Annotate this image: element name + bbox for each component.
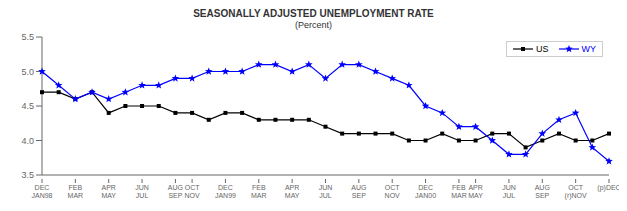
svg-text:3.5: 3.5 (21, 170, 34, 180)
svg-text:APRMAY: APRMAY (468, 184, 483, 199)
svg-text:OCT(r)NOV: OCT(r)NOV (565, 184, 587, 200)
svg-text:FEBMAR: FEBMAR (68, 184, 84, 199)
svg-text:AUGSEP: AUGSEP (351, 184, 366, 199)
svg-text:5.0: 5.0 (21, 67, 34, 77)
svg-text:DECJAN00: DECJAN00 (415, 184, 436, 199)
svg-text:APRMAY: APRMAY (101, 184, 116, 199)
svg-text:FEBMAR: FEBMAR (451, 184, 467, 199)
svg-text:APRMAY: APRMAY (285, 184, 300, 199)
svg-text:JUNJUL: JUNJUL (135, 184, 149, 199)
svg-text:OCTNOV: OCTNOV (385, 184, 401, 199)
svg-text:OCTNOV: OCTNOV (185, 184, 201, 199)
html-text:(Percent): (Percent) (295, 20, 332, 30)
html-text:US: US (536, 44, 549, 54)
svg-text:DECJAN99: DECJAN99 (215, 184, 236, 199)
svg-text:5.5: 5.5 (21, 32, 34, 42)
svg-text:JUNJUL: JUNJUL (319, 184, 333, 199)
svg-text:AUGSEP: AUGSEP (168, 184, 183, 199)
svg-text:DECJAN98: DECJAN98 (31, 184, 52, 199)
html-text:WY: WY (581, 44, 596, 54)
svg-text:JUNJUL: JUNJUL (502, 184, 516, 199)
svg-text:(p)DEC: (p)DEC (597, 184, 619, 192)
html-text:SEASONALLY ADJUSTED UNEMPLOYME: SEASONALLY ADJUSTED UNEMPLOYMENT RATE (193, 8, 434, 19)
svg-text:FEBMAR: FEBMAR (251, 184, 267, 199)
svg-text:4.0: 4.0 (21, 136, 34, 146)
svg-text:4.5: 4.5 (21, 101, 34, 111)
svg-text:AUGSEP: AUGSEP (535, 184, 550, 199)
